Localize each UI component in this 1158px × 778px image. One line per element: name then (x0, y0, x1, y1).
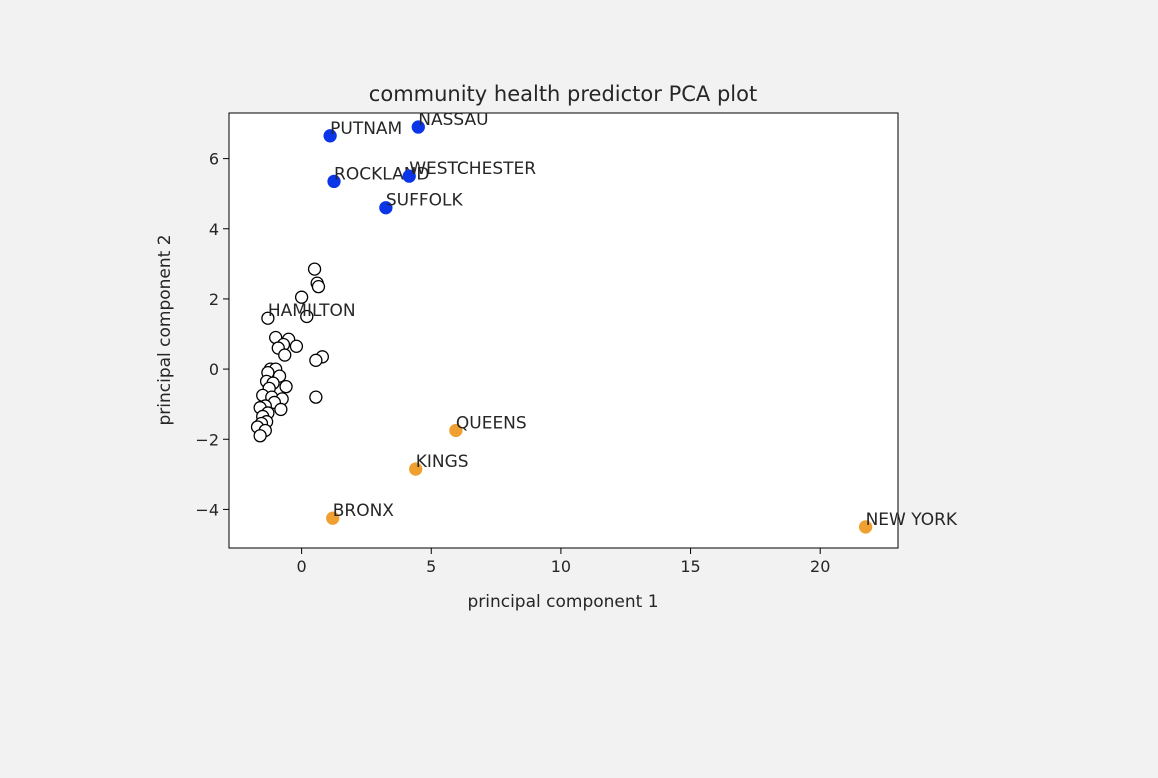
unlabeled-points (250, 262, 329, 443)
scatter-point-rockland (327, 174, 341, 189)
plot-area (228, 112, 899, 549)
scatter-point (309, 353, 323, 367)
point-label-bronx: BRONX (333, 501, 395, 521)
scatter-point (253, 429, 267, 443)
point-label-westchester: WESTCHESTER (409, 159, 536, 179)
labeled-points: PUTNAM NASSAUROCKLANDWESTCHESTERSUFFOLKHA… (261, 110, 958, 534)
scatter-point-westchester (402, 169, 416, 183)
point-label-suffolk: SUFFOLK (386, 191, 464, 211)
y-tick-label: 6 (209, 150, 219, 169)
y-axis-label: principal component 2 (155, 234, 175, 425)
point-label-kings: KINGS (416, 452, 469, 472)
scatter-point (289, 339, 304, 353)
scatter-point (274, 402, 288, 417)
scatter-point (278, 348, 292, 362)
x-tick-label: 0 (297, 557, 307, 576)
scatter-point-nassau (411, 120, 425, 134)
y-tick-label: −2 (195, 430, 219, 449)
x-tick-label: 15 (680, 557, 700, 576)
scatter-point-putnam (323, 129, 337, 143)
y-tick-label: 0 (209, 360, 219, 379)
point-label-new-york: NEW YORK (866, 510, 958, 530)
scatter-point-kings (409, 462, 423, 476)
scatter-point-bronx (326, 511, 340, 525)
scatter-point (311, 279, 326, 294)
point-label-hamilton: HAMILTON (268, 301, 356, 321)
x-axis-label: principal component 1 (467, 592, 658, 612)
axis-ticks: 0 5 10 15 20 −4 −2 0 2 4 6 (195, 150, 830, 576)
scatter-point-new-york (858, 520, 873, 534)
y-tick-label: −4 (195, 500, 219, 519)
x-tick-label: 5 (426, 557, 436, 576)
chart-title: community health predictor PCA plot (369, 82, 757, 106)
scatter-point-suffolk (379, 201, 393, 215)
scatter-point-hamilton (261, 311, 275, 325)
scatter-point (279, 379, 293, 394)
scatter-point-queens (449, 423, 463, 438)
y-tick-label: 2 (209, 290, 219, 309)
scatter-point (309, 390, 323, 404)
scatter-point (300, 309, 314, 324)
x-tick-label: 20 (810, 557, 830, 576)
point-label-queens: QUEENS (456, 413, 527, 433)
point-label-putnam: PUTNAM (330, 119, 402, 139)
y-tick-label: 4 (209, 220, 219, 239)
x-tick-label: 10 (551, 557, 571, 576)
scatter-point (307, 262, 322, 276)
scatter-point (294, 290, 309, 304)
point-label-nassau: NASSAU (418, 110, 488, 130)
